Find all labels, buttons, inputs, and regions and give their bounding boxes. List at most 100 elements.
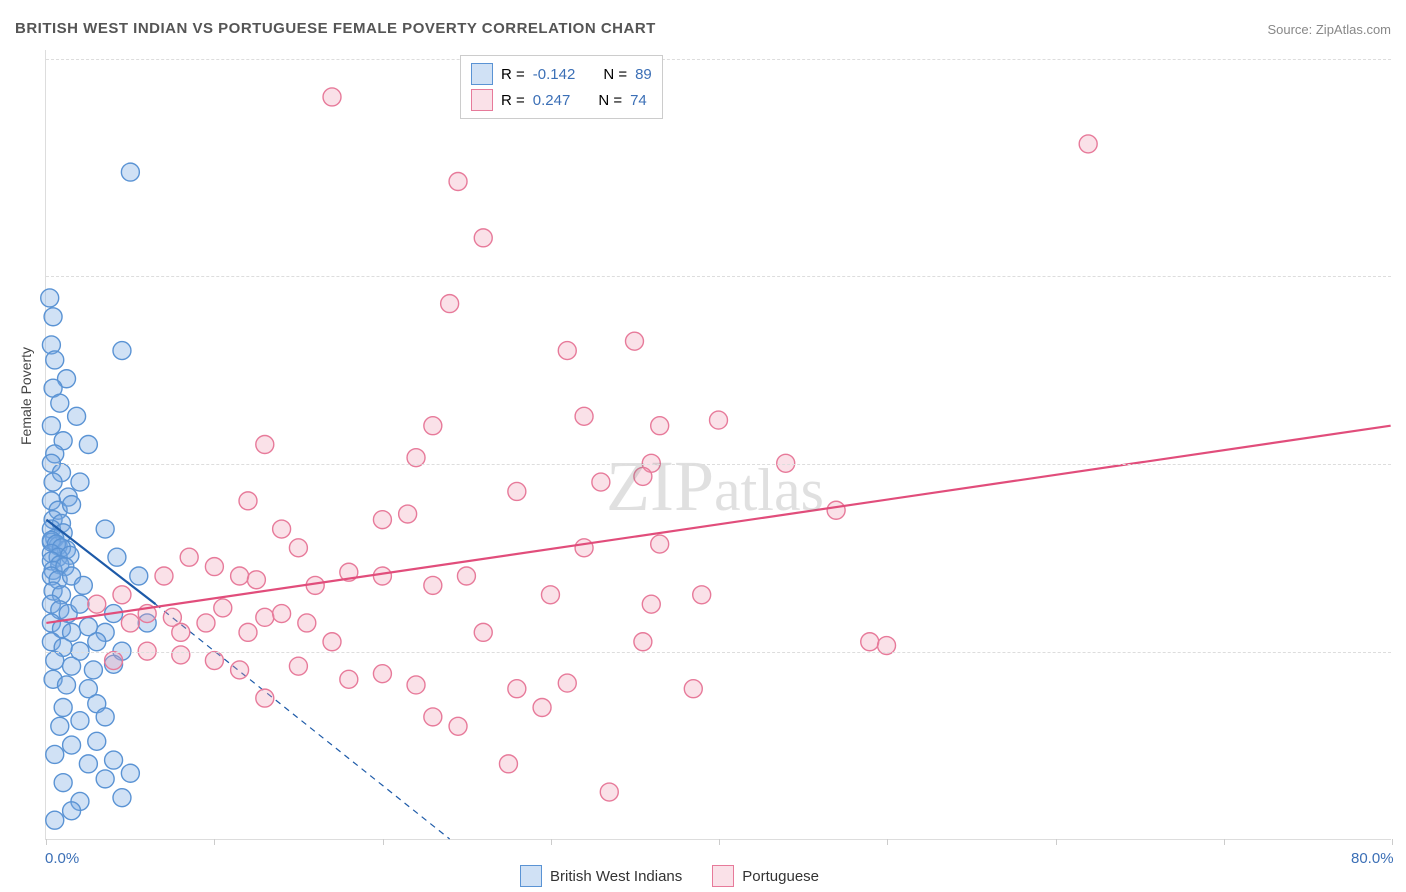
scatter-svg	[46, 50, 1391, 839]
data-point	[214, 599, 232, 617]
data-point	[399, 505, 417, 523]
data-point	[407, 676, 425, 694]
data-point	[642, 595, 660, 613]
data-point	[625, 332, 643, 350]
data-point	[71, 712, 89, 730]
data-point	[46, 652, 64, 670]
data-point	[96, 708, 114, 726]
n-value-bwi: 89	[635, 66, 652, 83]
x-tick-label: 0.0%	[45, 850, 79, 867]
r-label: R =	[501, 66, 525, 83]
data-point	[558, 674, 576, 692]
data-point	[63, 657, 81, 675]
data-point	[113, 789, 131, 807]
data-point	[424, 417, 442, 435]
data-point	[710, 411, 728, 429]
n-label: N =	[603, 66, 627, 83]
data-point	[575, 407, 593, 425]
data-point	[130, 567, 148, 585]
data-point	[827, 501, 845, 519]
data-point	[79, 755, 97, 773]
data-point	[474, 623, 492, 641]
data-point	[373, 511, 391, 529]
data-point	[63, 496, 81, 514]
x-tick-label: 80.0%	[1351, 850, 1394, 867]
data-point	[256, 436, 274, 454]
swatch-por	[471, 89, 493, 111]
series-legend: British West Indians Portuguese	[520, 865, 819, 887]
data-point	[247, 571, 265, 589]
data-point	[41, 289, 59, 307]
data-point	[51, 394, 69, 412]
data-point	[46, 745, 64, 763]
data-point	[323, 88, 341, 106]
data-point	[558, 342, 576, 360]
data-point	[592, 473, 610, 491]
data-point	[373, 567, 391, 585]
plot-area: ZIPatlas 10.0%20.0%30.0%40.0%	[45, 50, 1391, 840]
data-point	[205, 558, 223, 576]
data-point	[46, 811, 64, 829]
data-point	[172, 646, 190, 664]
data-point	[298, 614, 316, 632]
data-point	[861, 633, 879, 651]
data-point	[68, 407, 86, 425]
data-point	[533, 699, 551, 717]
data-point	[239, 623, 257, 641]
data-point	[231, 661, 249, 679]
data-point	[441, 295, 459, 313]
r-value-bwi: -0.142	[533, 66, 576, 83]
data-point	[197, 614, 215, 632]
data-point	[121, 764, 139, 782]
data-point	[71, 473, 89, 491]
legend-label-por: Portuguese	[742, 868, 819, 885]
data-point	[172, 623, 190, 641]
data-point	[541, 586, 559, 604]
data-point	[449, 717, 467, 735]
trendline	[46, 426, 1390, 623]
data-point	[96, 520, 114, 538]
n-label: N =	[598, 92, 622, 109]
swatch-bwi	[520, 865, 542, 887]
data-point	[424, 708, 442, 726]
data-point	[74, 576, 92, 594]
data-point	[231, 567, 249, 585]
data-point	[634, 633, 652, 651]
data-point	[121, 163, 139, 181]
data-point	[449, 173, 467, 191]
data-point	[180, 548, 198, 566]
data-point	[88, 732, 106, 750]
data-point	[340, 670, 358, 688]
data-point	[63, 736, 81, 754]
source-label: Source: ZipAtlas.com	[1267, 22, 1391, 37]
data-point	[457, 567, 475, 585]
data-point	[71, 595, 89, 613]
data-point	[373, 665, 391, 683]
data-point	[634, 467, 652, 485]
data-point	[42, 417, 60, 435]
r-label: R =	[501, 92, 525, 109]
data-point	[46, 351, 64, 369]
data-point	[256, 608, 274, 626]
data-point	[105, 751, 123, 769]
data-point	[600, 783, 618, 801]
data-point	[88, 595, 106, 613]
data-point	[108, 548, 126, 566]
data-point	[44, 473, 62, 491]
data-point	[54, 699, 72, 717]
n-value-por: 74	[630, 92, 647, 109]
correlation-legend: R = -0.142 N = 89 R = 0.247 N = 74	[460, 55, 663, 119]
swatch-bwi	[471, 63, 493, 85]
data-point	[273, 520, 291, 538]
legend-row-por: R = 0.247 N = 74	[471, 87, 652, 113]
data-point	[256, 689, 274, 707]
y-axis-label: Female Poverty	[18, 347, 34, 445]
data-point	[474, 229, 492, 247]
data-point	[58, 676, 76, 694]
data-point	[54, 774, 72, 792]
data-point	[79, 436, 97, 454]
legend-item-bwi: British West Indians	[520, 865, 682, 887]
data-point	[44, 308, 62, 326]
data-point	[88, 633, 106, 651]
data-point	[121, 614, 139, 632]
